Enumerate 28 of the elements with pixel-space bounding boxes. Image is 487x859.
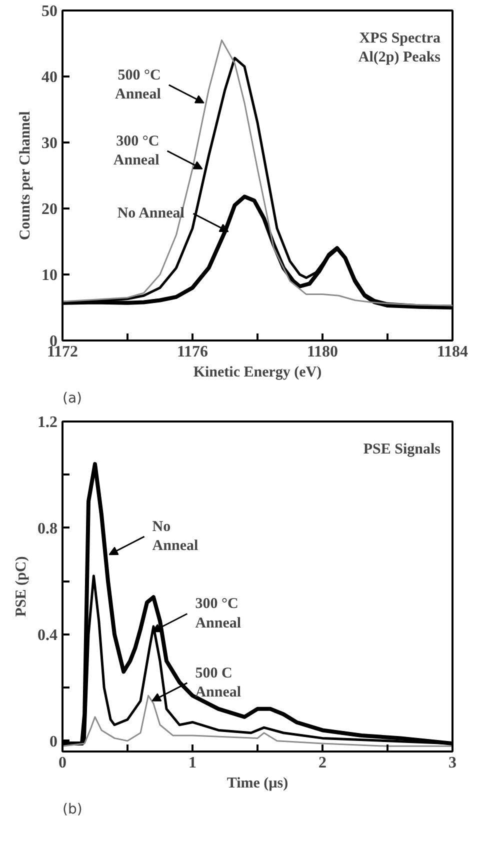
y-tick-label: 0.8 (38, 520, 58, 538)
y-tick-label: 0.4 (38, 626, 58, 644)
y-tick-label: 1.2 (38, 414, 58, 431)
x-tick-label: 1180 (306, 344, 338, 360)
y-axis-title: PSE (pC) (14, 556, 30, 617)
annotation: No Anneal (152, 518, 198, 554)
x-axis-title: Kinetic Energy (eV) (193, 364, 322, 380)
annotation: 500 °C Anneal (115, 67, 161, 102)
y-tick-label: 40 (42, 69, 58, 86)
x-tick-label: 2 (318, 754, 326, 772)
annotation: PSE Signals (363, 442, 441, 458)
x-tick-label: 1176 (176, 344, 208, 360)
x-tick-label: 1184 (436, 344, 468, 360)
text: (b) (62, 802, 82, 818)
annotation: 300 °C Anneal (195, 596, 242, 632)
y-tick-label: 10 (42, 267, 58, 284)
x-axis-title: Time (µs) (226, 776, 288, 792)
y-tick-label: 50 (42, 3, 58, 20)
annotation: 500 C Anneal (195, 665, 242, 701)
x-tick-label: 3 (448, 754, 456, 772)
annotation: XPS Spectra Al(2p) Peaks (358, 30, 441, 66)
y-tick-label: 20 (42, 201, 58, 218)
y-tick-label: 30 (42, 135, 58, 152)
annotation: 300 °C Anneal (113, 133, 160, 168)
x-tick-label: 1 (188, 754, 196, 772)
y-axis-title: Counts per Channel (18, 111, 34, 240)
y-tick-label: 0 (50, 733, 58, 750)
text: (a) (62, 390, 82, 406)
